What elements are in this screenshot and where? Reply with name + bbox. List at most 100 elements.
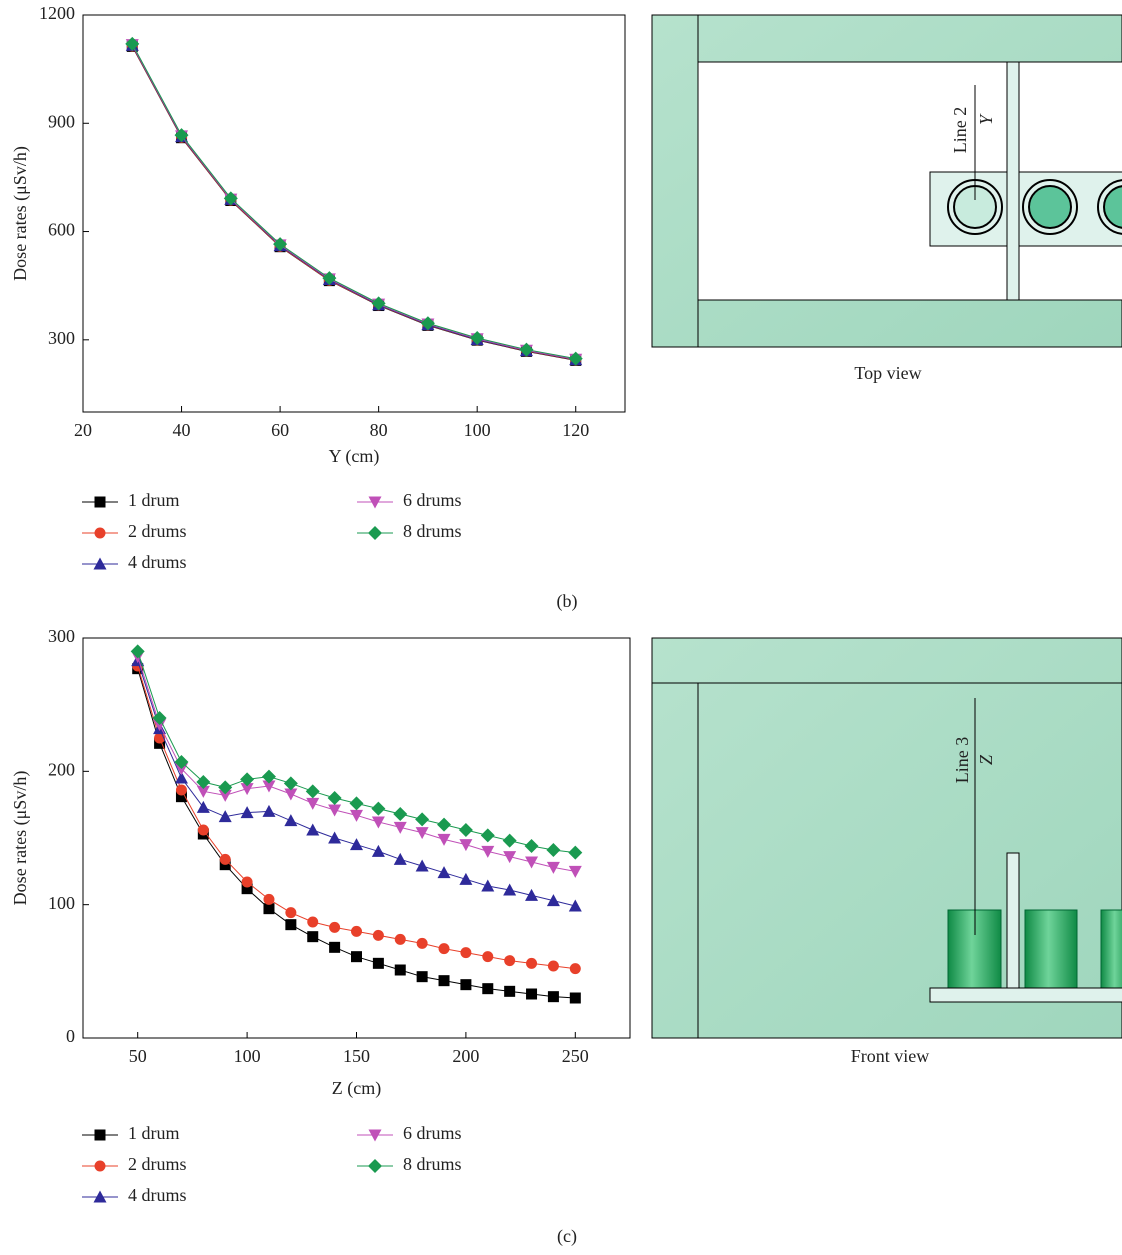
x-axis-title: Z (cm): [332, 1078, 381, 1099]
marker: [350, 838, 363, 850]
legend-marker: [95, 497, 106, 508]
panel-label: (b): [557, 591, 578, 612]
marker: [176, 785, 187, 796]
marker: [306, 784, 320, 798]
marker: [393, 807, 407, 821]
x-axis-title: Y (cm): [329, 446, 380, 467]
x-tick-label: 40: [173, 420, 191, 440]
marker: [459, 873, 472, 885]
legend-marker: [95, 528, 106, 539]
marker: [285, 919, 296, 930]
x-tick-label: 250: [562, 1046, 589, 1066]
marker: [416, 860, 429, 872]
marker: [546, 843, 560, 857]
legend-marker: [95, 1161, 106, 1172]
marker: [306, 798, 319, 810]
legend-label: 1 drum: [128, 1123, 180, 1143]
marker: [306, 824, 319, 836]
series-line: [138, 651, 576, 852]
legend-label: 4 drums: [128, 1185, 187, 1205]
marker: [329, 922, 340, 933]
x-tick-label: 50: [129, 1046, 147, 1066]
marker: [438, 834, 451, 846]
marker: [437, 818, 451, 832]
y-tick-label: 300: [48, 626, 75, 646]
marker: [371, 802, 385, 816]
marker: [197, 801, 210, 813]
marker: [373, 930, 384, 941]
marker: [131, 644, 145, 658]
marker: [351, 951, 362, 962]
marker: [198, 825, 209, 836]
axis-label: Z: [976, 754, 996, 765]
x-tick-label: 200: [452, 1046, 479, 1066]
marker: [438, 866, 451, 878]
figure: Line 2 Y Top view Line 3 Z Front view 20…: [0, 0, 1122, 1250]
marker: [460, 947, 471, 958]
marker: [504, 986, 515, 997]
marker: [481, 880, 494, 892]
x-tick-label: 120: [562, 420, 589, 440]
marker: [504, 955, 515, 966]
marker: [548, 991, 559, 1002]
marker: [481, 828, 495, 842]
marker: [394, 822, 407, 834]
marker: [284, 814, 297, 826]
legend-label: 6 drums: [403, 1123, 462, 1143]
legend-label: 2 drums: [128, 521, 187, 541]
caption: Front view: [851, 1046, 930, 1066]
legend-label: 8 drums: [403, 1154, 462, 1174]
marker: [415, 812, 429, 826]
top-view: Line 2 Y Top view: [652, 15, 1122, 383]
y-axis-title: Dose rates (μSv/h): [10, 771, 31, 906]
marker: [525, 889, 538, 901]
marker: [439, 943, 450, 954]
marker: [570, 963, 581, 974]
line-label: Line 2: [950, 107, 970, 154]
marker: [525, 839, 539, 853]
legend-label: 1 drum: [128, 490, 180, 510]
x-tick-label: 100: [464, 420, 491, 440]
x-tick-label: 20: [74, 420, 92, 440]
marker: [570, 993, 581, 1004]
marker: [328, 805, 341, 817]
marker: [284, 776, 298, 790]
front-view: Line 3 Z Front view: [652, 638, 1122, 1066]
panel-label: (c): [557, 1226, 577, 1247]
marker: [328, 791, 342, 805]
marker: [503, 834, 517, 848]
marker: [459, 839, 472, 851]
marker: [526, 989, 537, 1000]
marker: [372, 817, 385, 829]
legend-marker: [368, 526, 382, 540]
line-label: Line 3: [952, 737, 972, 784]
marker: [350, 810, 363, 822]
marker: [548, 961, 559, 972]
series-line: [132, 45, 575, 360]
marker: [569, 866, 582, 878]
y-tick-label: 0: [66, 1026, 75, 1046]
marker: [329, 942, 340, 953]
marker: [482, 951, 493, 962]
marker: [482, 983, 493, 994]
marker: [459, 823, 473, 837]
legend-label: 2 drums: [128, 1154, 187, 1174]
marker: [439, 975, 450, 986]
series-line: [132, 45, 575, 359]
y-tick-label: 200: [48, 759, 75, 779]
marker: [372, 845, 385, 857]
x-tick-label: 150: [343, 1046, 370, 1066]
marker: [328, 832, 341, 844]
marker: [503, 851, 516, 863]
marker: [460, 979, 471, 990]
y-tick-label: 300: [48, 328, 75, 348]
legend-marker: [368, 1159, 382, 1173]
marker: [373, 958, 384, 969]
marker: [416, 827, 429, 839]
marker: [526, 958, 537, 969]
y-tick-label: 100: [48, 893, 75, 913]
marker: [547, 894, 560, 906]
x-tick-label: 100: [234, 1046, 261, 1066]
marker: [263, 894, 274, 905]
marker: [307, 917, 318, 928]
